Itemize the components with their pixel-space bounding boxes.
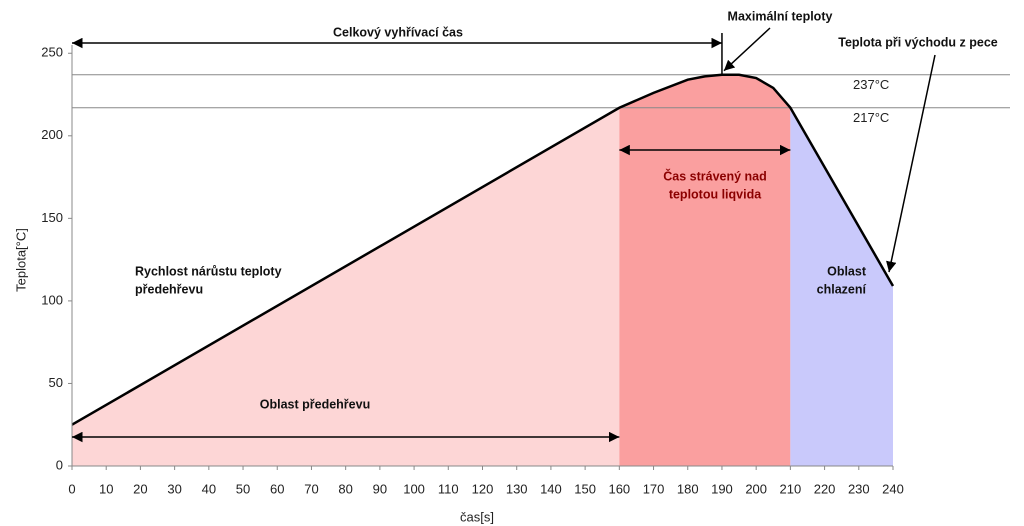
y-tick-label: 150 xyxy=(41,210,63,225)
y-tick-label: 200 xyxy=(41,127,63,142)
x-tick-label: 100 xyxy=(403,481,425,496)
y-tick-label: 0 xyxy=(56,457,63,472)
x-tick-label: 110 xyxy=(438,481,459,496)
annotation: Celkový vyhřívací čas xyxy=(333,25,463,39)
x-tick-label: 220 xyxy=(814,481,836,496)
x-tick-label: 140 xyxy=(540,481,562,496)
annotation: Oblast xyxy=(827,264,867,278)
annotation: Rychlost nárůstu teploty xyxy=(135,264,282,278)
x-tick-label: 60 xyxy=(270,481,284,496)
annotation: předehřevu xyxy=(135,282,203,296)
x-tick-label: 80 xyxy=(338,481,352,496)
x-tick-label: 200 xyxy=(745,481,767,496)
x-tick-label: 170 xyxy=(643,481,665,496)
region xyxy=(72,107,620,467)
x-tick-label: 230 xyxy=(848,481,870,496)
x-tick-label: 120 xyxy=(472,481,494,496)
annotation: Oblast předehřevu xyxy=(260,397,370,411)
annotation: teplotou liqvida xyxy=(669,187,762,201)
annotation: Čas strávený nad xyxy=(663,168,767,183)
x-tick-label: 30 xyxy=(167,481,181,496)
x-tick-label: 130 xyxy=(506,481,528,496)
x-tick-label: 0 xyxy=(68,481,75,496)
x-tick-label: 20 xyxy=(133,481,147,496)
x-tick-label: 70 xyxy=(304,481,318,496)
x-tick-label: 240 xyxy=(882,481,904,496)
x-tick-label: 150 xyxy=(574,481,596,496)
x-tick-label: 40 xyxy=(202,481,216,496)
region xyxy=(619,74,791,466)
pointer-arrow xyxy=(723,27,771,72)
x-tick-label: 190 xyxy=(711,481,733,496)
annotation: chlazení xyxy=(817,282,867,296)
pointer-arrow xyxy=(886,54,936,273)
region xyxy=(790,107,893,467)
annotation: Teplota při východu z pece xyxy=(838,35,998,49)
x-tick-label: 10 xyxy=(99,481,113,496)
x-tick-label: 210 xyxy=(780,481,802,496)
reference-label: 237°C xyxy=(853,77,889,92)
y-tick-label: 50 xyxy=(49,375,63,390)
x-axis-label: čas[s] xyxy=(460,509,494,524)
y-tick-label: 250 xyxy=(41,45,63,60)
x-tick-label: 90 xyxy=(373,481,387,496)
annotation: Maximální teploty xyxy=(728,9,833,23)
x-tick-label: 160 xyxy=(608,481,630,496)
x-tick-label: 180 xyxy=(677,481,699,496)
x-tick-label: 50 xyxy=(236,481,250,496)
y-axis-label: Teplota[°C] xyxy=(13,228,28,292)
reference-label: 217°C xyxy=(853,110,889,125)
y-tick-label: 100 xyxy=(41,292,63,307)
